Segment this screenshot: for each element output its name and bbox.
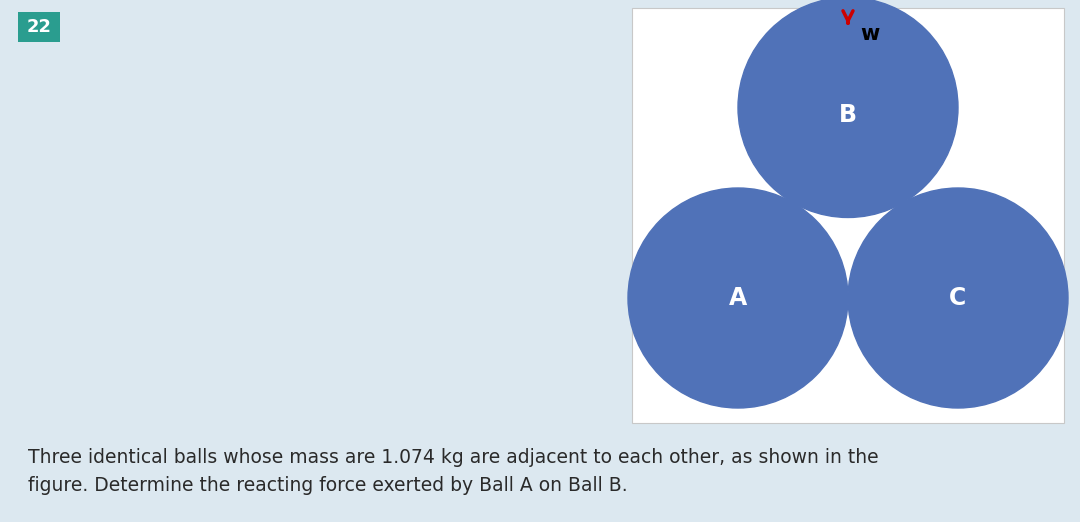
Text: Three identical balls whose mass are 1.074 kg are adjacent to each other, as sho: Three identical balls whose mass are 1.0… <box>28 448 879 467</box>
Circle shape <box>848 188 1068 408</box>
Text: A: A <box>729 286 747 310</box>
Text: w: w <box>860 24 879 44</box>
Circle shape <box>627 188 848 408</box>
FancyBboxPatch shape <box>632 8 1064 423</box>
Text: B: B <box>839 103 858 127</box>
Text: C: C <box>949 286 967 310</box>
Text: figure. Determine the reacting force exerted by Ball A on Ball B.: figure. Determine the reacting force exe… <box>28 476 627 495</box>
Text: 22: 22 <box>27 18 52 36</box>
Circle shape <box>738 0 958 218</box>
FancyBboxPatch shape <box>18 12 60 42</box>
